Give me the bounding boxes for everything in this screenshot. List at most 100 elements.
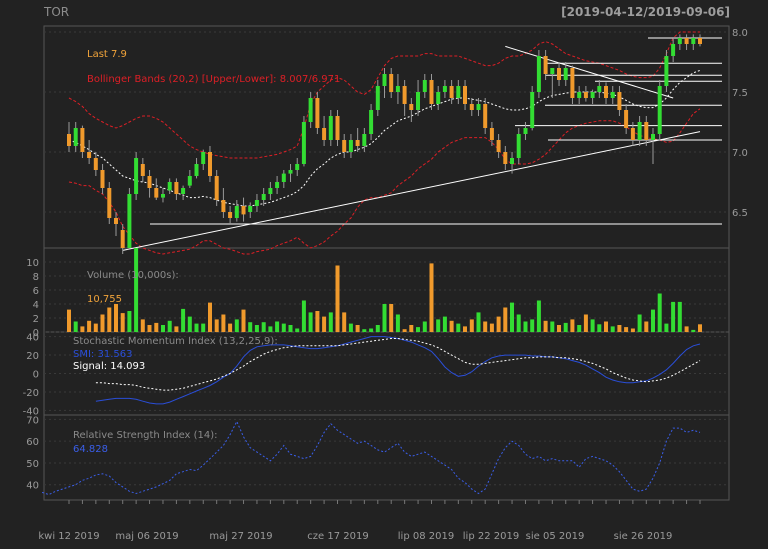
x-axis-label: kwi 12 2019 [38, 531, 99, 542]
volume-bar [93, 323, 98, 332]
candle-body [348, 140, 353, 152]
candle-body [476, 104, 481, 110]
candle-body [543, 56, 548, 74]
candle-body [322, 128, 327, 140]
candle-body [583, 92, 588, 98]
volume-last-value: 10,755 [87, 294, 122, 305]
candle-body [422, 80, 427, 92]
volume-bar [422, 321, 427, 332]
volume-bar [375, 325, 380, 332]
candle-body [402, 86, 407, 104]
rsi-line [41, 420, 701, 496]
candle-body [409, 104, 414, 110]
bollinger-upper-line [68, 31, 700, 159]
candle-body [664, 56, 669, 86]
volume-tick-label: 4 [33, 300, 39, 311]
volume-bar [617, 325, 622, 332]
volume-bar [288, 325, 293, 332]
candle-body [597, 86, 602, 92]
rsi-tick-label: 40 [26, 481, 39, 492]
price-frame [43, 25, 730, 249]
candle-body [503, 152, 508, 164]
volume-tick-label: 8 [33, 272, 39, 283]
volume-bar [523, 321, 528, 332]
candle-body [563, 68, 568, 80]
volume-bar [577, 325, 582, 332]
signal-value-label: Signal: 14.093 [73, 361, 145, 372]
x-axis-label: sie 26 2019 [614, 531, 673, 542]
candle-body [194, 164, 199, 176]
candle-body [536, 56, 541, 92]
candle-body [147, 176, 152, 188]
volume-bar [489, 323, 494, 332]
bollinger-lower-line [68, 108, 701, 255]
volume-bar [476, 312, 481, 332]
volume-bar [664, 323, 669, 332]
volume-bar [369, 328, 374, 332]
candle-body [87, 152, 92, 158]
volume-bar [208, 302, 212, 332]
candle-body [73, 128, 78, 146]
last-price-label: Last 7.9 [87, 49, 127, 60]
candle-body [234, 206, 239, 218]
volume-bar [590, 319, 595, 332]
candle-body [80, 128, 85, 152]
volume-bar [543, 320, 548, 332]
candle-body [463, 86, 467, 104]
price-tick-label: 8.0 [732, 28, 748, 39]
volume-bar [254, 325, 259, 332]
candle-body [275, 182, 280, 188]
candle-body [489, 128, 494, 140]
candle-body [120, 230, 125, 248]
candle-body [510, 158, 514, 164]
volume-bar [395, 314, 400, 332]
volume-bar [147, 325, 152, 332]
smi-value-label: SMI: 31.563 [73, 349, 132, 360]
volume-bar [228, 323, 233, 332]
candle-body [436, 92, 441, 104]
volume-bar [496, 316, 501, 332]
volume-bar [456, 323, 461, 332]
candle-body [362, 134, 367, 146]
candle-body [114, 218, 118, 224]
volume-bar [570, 319, 575, 332]
smi-tick-label: 0 [33, 370, 39, 381]
candle-body [677, 38, 682, 44]
volume-tick-label: 2 [33, 314, 39, 325]
volume-bar [114, 304, 118, 332]
candle-body [637, 122, 642, 140]
candle-body [449, 86, 454, 98]
volume-bar [409, 325, 414, 332]
candle-body [442, 86, 447, 92]
candle-body [100, 170, 105, 188]
volume-bar [261, 322, 266, 332]
candle-body [523, 128, 528, 134]
candle-body [355, 140, 360, 146]
volume-bar [268, 326, 273, 332]
rsi-title: Relative Strength Index (14): [73, 430, 218, 441]
x-axis-label: maj 27 2019 [209, 531, 272, 542]
candle-body [308, 98, 313, 122]
candle-body [671, 44, 676, 56]
candle-body [577, 92, 582, 98]
volume-bar [214, 319, 219, 332]
volume-bar [275, 321, 280, 332]
volume-bar [335, 265, 340, 332]
candle-body [630, 128, 635, 140]
rsi-tick-label: 60 [26, 437, 39, 448]
volume-bar [510, 302, 514, 332]
volume-bar [677, 301, 682, 332]
candle-body [617, 92, 622, 110]
price-tick-label: 7.0 [732, 148, 748, 159]
volume-bar [536, 300, 541, 332]
rsi-tick-label: 50 [26, 459, 39, 470]
candle-body [335, 116, 340, 140]
volume-bar [181, 308, 186, 332]
volume-bar [610, 326, 615, 332]
volume-bar [563, 322, 568, 332]
candle-body [644, 122, 649, 140]
candle-body [395, 86, 400, 92]
candle-body [550, 68, 555, 74]
candle-body [469, 104, 474, 110]
